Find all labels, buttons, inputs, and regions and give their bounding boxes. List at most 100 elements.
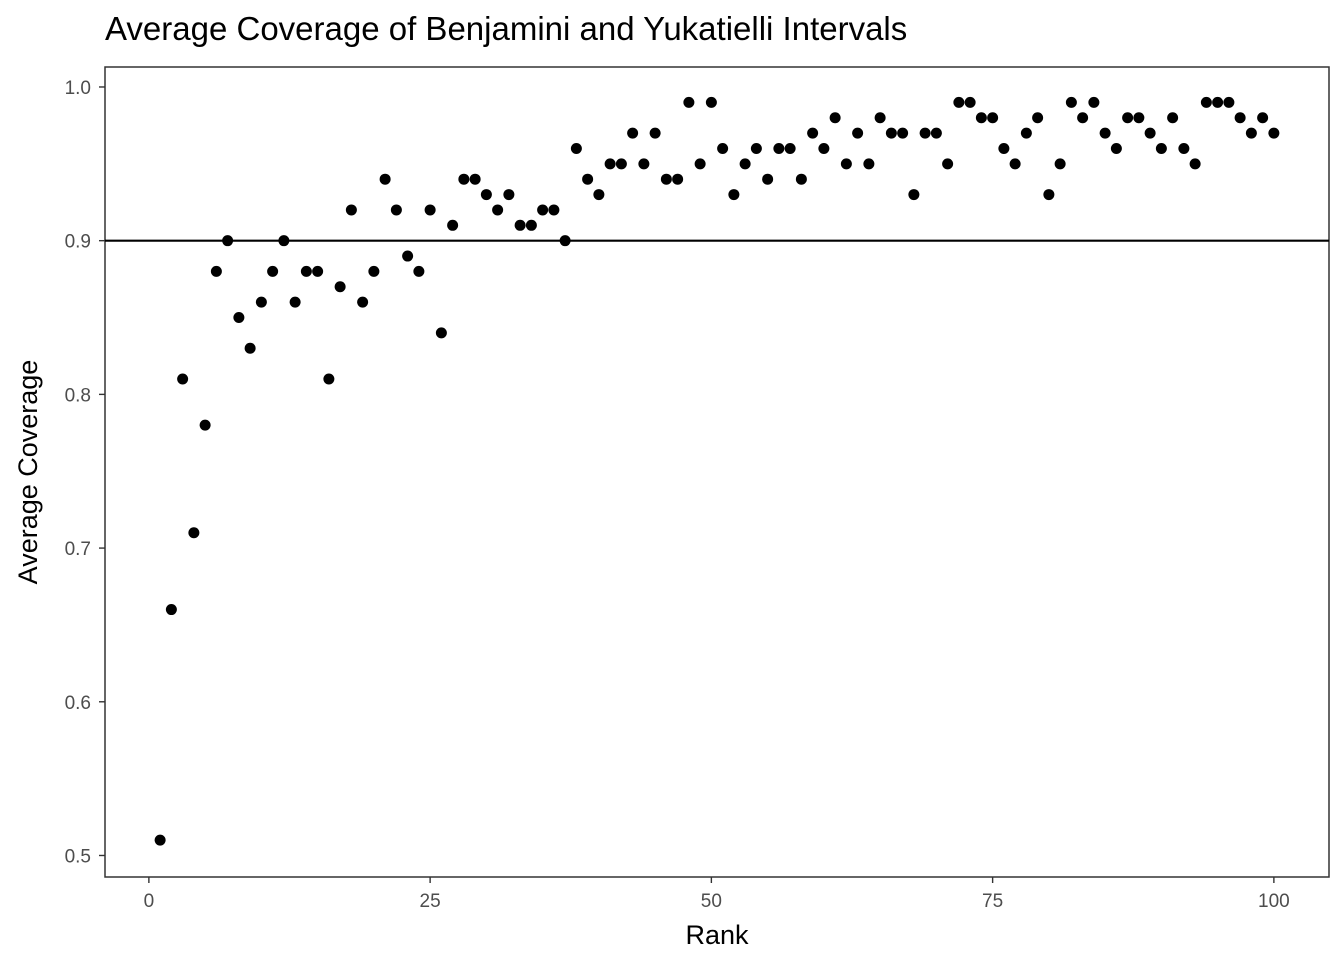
y-tick-label: 0.5: [65, 846, 91, 867]
y-tick-label: 0.7: [65, 539, 91, 560]
data-point: [964, 96, 976, 108]
data-point: [402, 250, 414, 262]
data-point: [908, 189, 920, 201]
data-point: [852, 127, 864, 139]
data-point: [379, 173, 391, 185]
data-point: [615, 158, 627, 170]
chart-title: Average Coverage of Benjamini and Yukati…: [105, 10, 907, 47]
y-tick-label: 0.6: [65, 693, 91, 714]
data-point: [368, 265, 380, 277]
y-tick-label: 1.0: [65, 78, 91, 99]
x-tick-label: 100: [1258, 891, 1290, 912]
x-tick-label: 25: [420, 891, 441, 912]
data-point: [694, 158, 706, 170]
data-point: [1223, 96, 1235, 108]
data-point: [750, 142, 762, 154]
data-point: [570, 142, 582, 154]
plot-border: [104, 66, 1330, 878]
data-point: [953, 96, 965, 108]
data-point: [1077, 112, 1089, 124]
data-point: [1189, 158, 1201, 170]
data-point: [683, 96, 695, 108]
data-point: [1200, 96, 1212, 108]
data-point: [165, 604, 177, 616]
data-point: [582, 173, 594, 185]
data-point: [627, 127, 639, 139]
data-point: [1212, 96, 1224, 108]
x-tick-label: 0: [144, 891, 155, 912]
y-tick-label: 0.9: [65, 232, 91, 253]
data-point: [1122, 112, 1134, 124]
data-point: [795, 173, 807, 185]
y-axis: 0.5 0.6 0.7 0.8 0.9 1.0: [65, 78, 105, 867]
data-point: [503, 189, 515, 201]
data-point: [255, 296, 267, 308]
data-point: [1020, 127, 1032, 139]
data-point: [987, 112, 999, 124]
data-point: [1110, 142, 1122, 154]
data-point: [829, 112, 841, 124]
data-point: [975, 112, 987, 124]
data-point: [773, 142, 785, 154]
data-point: [413, 265, 425, 277]
data-point: [188, 527, 200, 539]
data-point: [525, 219, 537, 231]
data-point: [1268, 127, 1280, 139]
data-point: [705, 96, 717, 108]
data-point: [717, 142, 729, 154]
x-axis-title: Rank: [685, 920, 749, 950]
data-point: [593, 189, 605, 201]
x-tick-label: 75: [982, 891, 1003, 912]
data-point: [267, 265, 279, 277]
data-point: [312, 265, 324, 277]
data-point: [390, 204, 402, 216]
data-point: [289, 296, 301, 308]
data-point: [1167, 112, 1179, 124]
data-point: [1234, 112, 1246, 124]
data-point: [1054, 158, 1066, 170]
data-point: [638, 158, 650, 170]
data-point: [1099, 127, 1111, 139]
data-point: [480, 189, 492, 201]
data-point: [1178, 142, 1190, 154]
y-axis-title: Average Coverage: [13, 360, 43, 585]
data-point: [1155, 142, 1167, 154]
data-point: [874, 112, 886, 124]
data-point: [728, 189, 740, 201]
data-point: [177, 373, 189, 385]
data-point: [548, 204, 560, 216]
data-point: [604, 158, 616, 170]
x-axis: 0 25 50 75 100: [144, 877, 1290, 912]
data-point: [334, 281, 346, 293]
x-tick-label: 50: [701, 891, 722, 912]
data-point: [818, 142, 830, 154]
data-point: [885, 127, 897, 139]
data-point: [942, 158, 954, 170]
data-point: [919, 127, 931, 139]
data-point: [233, 312, 245, 324]
data-point: [807, 127, 819, 139]
plot-panel: [104, 66, 1330, 878]
data-point: [739, 158, 751, 170]
data-points: [154, 96, 1280, 846]
data-point: [930, 127, 942, 139]
data-point: [840, 158, 852, 170]
data-point: [447, 219, 459, 231]
data-point: [154, 834, 166, 846]
data-point: [649, 127, 661, 139]
data-point: [1133, 112, 1145, 124]
data-point: [998, 142, 1010, 154]
data-point: [514, 219, 526, 231]
data-point: [199, 419, 211, 431]
data-point: [278, 235, 290, 247]
data-point: [469, 173, 481, 185]
data-point: [1043, 189, 1055, 201]
data-point: [1144, 127, 1156, 139]
data-point: [1088, 96, 1100, 108]
data-point: [1257, 112, 1269, 124]
data-point: [784, 142, 796, 154]
data-point: [1032, 112, 1044, 124]
data-point: [210, 265, 222, 277]
data-point: [357, 296, 369, 308]
